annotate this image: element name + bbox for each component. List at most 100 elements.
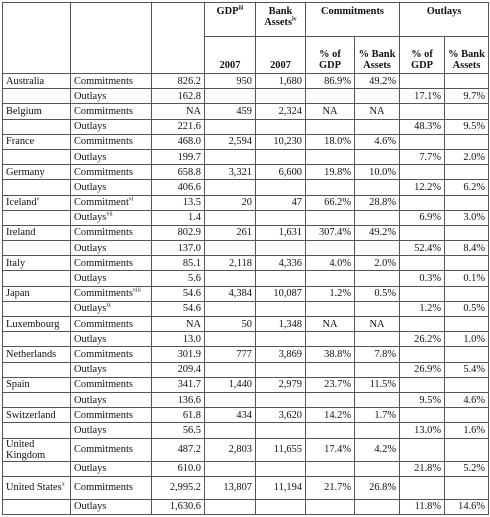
bank-assets-cell: 2,324 bbox=[255, 103, 306, 120]
commit-pct-assets-cell: 0.5% bbox=[353, 285, 401, 302]
commit-pct-assets-cell bbox=[353, 179, 401, 196]
header-gdp: GDPiii bbox=[204, 2, 256, 37]
gdp-cell: 777 bbox=[204, 346, 256, 363]
outlay-pct-gdp-cell bbox=[399, 194, 446, 211]
table-row: United Statesx Commitments 2,995.2 13,807 11… bbox=[2, 475, 490, 500]
type-cell: Commitments bbox=[70, 346, 152, 363]
table-row: Outlays 1,630.6 11.8% 14.6% bbox=[2, 498, 490, 515]
bank-assets-cell: 47 bbox=[255, 194, 306, 211]
table-row: Outlays 137.0 52.4% 8.4% bbox=[2, 240, 490, 257]
bank-assets-cell bbox=[255, 300, 306, 318]
outlay-pct-assets-cell bbox=[444, 285, 490, 302]
gdp-cell: 950 bbox=[204, 72, 256, 90]
country-cell: Germany bbox=[2, 164, 71, 181]
header-commit-pct-assets: % Bank Assets bbox=[353, 36, 401, 74]
value-cell: 468.0 bbox=[151, 133, 205, 150]
type-cell: Commitments bbox=[70, 103, 152, 120]
footnote-marker: vi bbox=[128, 196, 134, 203]
header-year-assets: 2007 bbox=[255, 36, 306, 74]
outlay-pct-gdp-cell: 12.2% bbox=[399, 179, 446, 196]
bank-assets-cell: 2,979 bbox=[255, 376, 306, 393]
table-row: Australia Commitments 826.2 950 1,680 86.9% 49… bbox=[2, 72, 490, 90]
gdp-cell: 261 bbox=[204, 224, 256, 242]
gdp-cell bbox=[204, 460, 256, 477]
table-row: United Kingdom Commitments 487.2 2,803 11,65… bbox=[2, 437, 490, 462]
commit-pct-assets-cell: 10.0% bbox=[353, 164, 401, 181]
outlay-pct-gdp-cell bbox=[399, 255, 446, 272]
bank-assets-cell: 1,680 bbox=[255, 72, 306, 90]
country-cell: Japan bbox=[2, 285, 71, 302]
bank-assets-cell bbox=[255, 361, 306, 378]
bank-assets-cell bbox=[255, 148, 306, 166]
bank-assets-cell bbox=[255, 270, 306, 287]
type-cell: Outlays bbox=[70, 270, 152, 287]
country-cell bbox=[2, 300, 71, 318]
outlay-pct-assets-cell: 14.6% bbox=[444, 498, 490, 515]
outlay-pct-gdp-cell bbox=[399, 346, 446, 363]
type-cell: Outlays bbox=[70, 460, 152, 477]
outlay-pct-assets-cell: 5.4% bbox=[444, 361, 490, 378]
commit-pct-gdp-cell: 17.4% bbox=[305, 437, 355, 462]
commit-pct-assets-cell: 4.2% bbox=[353, 437, 401, 462]
type-cell: Commitments bbox=[70, 315, 152, 333]
country-cell bbox=[2, 460, 71, 477]
type-cell: Outlays bbox=[70, 498, 152, 515]
table-row: Spain Commitments 341.7 1,440 2,979 23.7% 11.5… bbox=[2, 376, 490, 393]
gdp-cell bbox=[204, 240, 256, 257]
footnote-marker: v bbox=[36, 196, 40, 203]
outlay-pct-assets-cell: 1.6% bbox=[444, 422, 490, 439]
outlay-pct-gdp-cell: 9.5% bbox=[399, 391, 446, 409]
type-cell: Outlays bbox=[70, 422, 152, 439]
bank-assets-cell bbox=[255, 118, 306, 135]
value-cell: 209.4 bbox=[151, 361, 205, 378]
value-cell: 2,995.2 bbox=[151, 475, 205, 500]
outlay-pct-gdp-cell bbox=[399, 133, 446, 150]
table-row: Outlays 13.0 26.2% 1.0% bbox=[2, 331, 490, 348]
value-cell: 162.8 bbox=[151, 88, 205, 105]
outlay-pct-gdp-cell bbox=[399, 475, 446, 500]
commit-pct-assets-cell: NA bbox=[353, 315, 401, 333]
country-cell: Switzerland bbox=[2, 407, 71, 424]
outlay-pct-gdp-cell bbox=[399, 315, 446, 333]
commit-pct-gdp-cell: 38.8% bbox=[305, 346, 355, 363]
outlay-pct-gdp-cell: 21.8% bbox=[399, 460, 446, 477]
outlay-pct-assets-cell bbox=[444, 164, 490, 181]
table-row: Ireland Commitments 802.9 261 1,631 307.4% 49.… bbox=[2, 224, 490, 242]
country-cell: Luxembourg bbox=[2, 315, 71, 333]
gdp-cell: 20 bbox=[204, 194, 256, 211]
country-cell: Belgium bbox=[2, 103, 71, 120]
commit-pct-assets-cell: NA bbox=[353, 103, 401, 120]
bank-assets-cell bbox=[255, 88, 306, 105]
outlay-pct-assets-cell: 0.5% bbox=[444, 300, 490, 318]
outlay-pct-gdp-cell: 7.7% bbox=[399, 148, 446, 166]
commit-pct-assets-cell bbox=[353, 460, 401, 477]
outlay-pct-gdp-cell bbox=[399, 103, 446, 120]
outlay-pct-assets-cell bbox=[444, 315, 490, 333]
country-cell: Ireland bbox=[2, 224, 71, 242]
table-row: Outlays 209.4 26.9% 5.4% bbox=[2, 361, 490, 378]
commit-pct-assets-cell bbox=[353, 209, 401, 226]
outlay-pct-gdp-cell bbox=[399, 224, 446, 242]
value-cell: 1,630.6 bbox=[151, 498, 205, 515]
outlay-pct-assets-cell bbox=[444, 103, 490, 120]
outlay-pct-assets-cell bbox=[444, 376, 490, 393]
table-row: Luxembourg Commitments NA 50 1,348 NA NA bbox=[2, 315, 490, 333]
outlay-pct-assets-cell bbox=[444, 255, 490, 272]
header-commit-pct-gdp: % of GDP bbox=[305, 36, 355, 74]
commit-pct-assets-cell bbox=[353, 422, 401, 439]
gdp-cell bbox=[204, 148, 256, 166]
commit-pct-gdp-cell bbox=[305, 118, 355, 135]
bank-assets-cell: 3,620 bbox=[255, 407, 306, 424]
outlay-pct-assets-cell: 8.4% bbox=[444, 240, 490, 257]
gdp-cell: 3,321 bbox=[204, 164, 256, 181]
gdp-cell bbox=[204, 331, 256, 348]
value-cell: 137.0 bbox=[151, 240, 205, 257]
outlay-pct-assets-cell: 6.2% bbox=[444, 179, 490, 196]
type-cell: Commitments bbox=[70, 407, 152, 424]
value-cell: NA bbox=[151, 315, 205, 333]
bank-assets-cell: 11,194 bbox=[255, 475, 306, 500]
commit-pct-gdp-cell bbox=[305, 209, 355, 226]
header-country bbox=[2, 2, 71, 74]
country-cell: United Kingdom bbox=[2, 437, 71, 462]
table-row: Belgium Commitments NA 459 2,324 NA NA bbox=[2, 103, 490, 120]
